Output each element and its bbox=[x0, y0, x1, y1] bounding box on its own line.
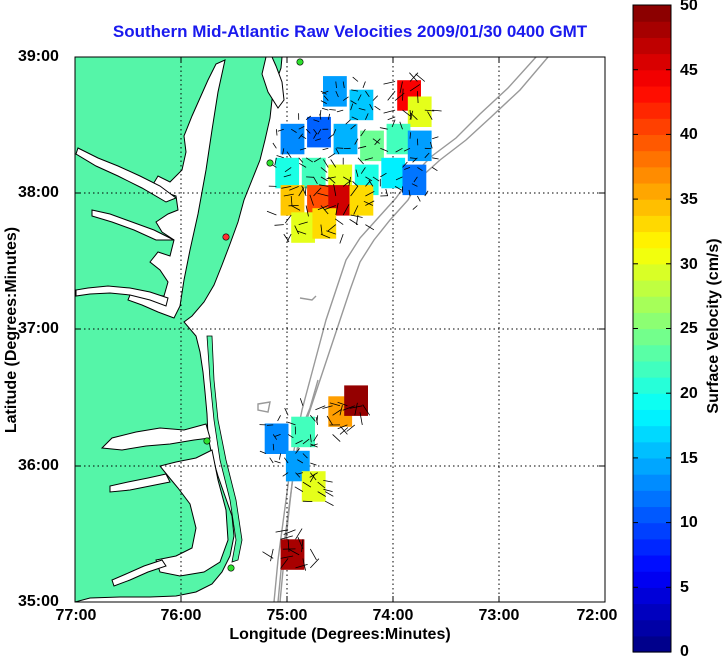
colorbar-segment bbox=[633, 264, 671, 281]
colorbar-segment bbox=[633, 231, 671, 248]
velocity-cell bbox=[350, 185, 374, 216]
colorbar-segment bbox=[633, 199, 671, 216]
station-marker bbox=[228, 565, 234, 571]
colorbar-label: Surface Velocity (cm/s) bbox=[705, 238, 723, 413]
y-tick-label: 37:00 bbox=[18, 320, 59, 338]
colorbar-tick-label: 30 bbox=[680, 256, 698, 274]
colorbar-tick-label: 25 bbox=[680, 320, 698, 338]
colorbar-tick-label: 0 bbox=[680, 643, 689, 661]
colorbar-tick-label: 5 bbox=[680, 579, 689, 597]
colorbar-segment bbox=[633, 183, 671, 200]
colorbar-segment bbox=[633, 102, 671, 119]
colorbar-segment bbox=[633, 329, 671, 346]
y-tick-label: 39:00 bbox=[18, 48, 59, 66]
velocity-cell bbox=[265, 424, 289, 455]
colorbar-segment bbox=[633, 506, 671, 523]
colorbar-segment bbox=[633, 86, 671, 103]
colorbar-segment bbox=[633, 70, 671, 87]
velocity-cell bbox=[334, 124, 358, 155]
x-axis-label: Longitude (Degrees:Minutes) bbox=[190, 626, 490, 644]
colorbar-segment bbox=[633, 620, 671, 637]
colorbar bbox=[633, 5, 671, 653]
velocity-cell bbox=[323, 76, 347, 107]
y-tick-label: 36:00 bbox=[18, 457, 59, 475]
y-tick-label: 38:00 bbox=[18, 184, 59, 202]
colorbar-segment bbox=[633, 426, 671, 443]
colorbar-segment bbox=[633, 442, 671, 459]
colorbar-segment bbox=[633, 296, 671, 313]
velocity-cell bbox=[381, 158, 405, 189]
velocity-cell bbox=[302, 158, 326, 189]
colorbar-segment bbox=[633, 151, 671, 168]
colorbar-segment bbox=[633, 555, 671, 572]
colorbar-segment bbox=[633, 474, 671, 491]
vector-arrow bbox=[267, 425, 273, 426]
velocity-cell bbox=[281, 185, 305, 216]
colorbar-segment bbox=[633, 393, 671, 410]
colorbar-segment bbox=[633, 280, 671, 297]
colorbar-segment bbox=[633, 5, 671, 22]
x-tick-label: 76:00 bbox=[151, 607, 211, 625]
colorbar-segment bbox=[633, 409, 671, 426]
y-axis-label: Latitude (Degrees:Minutes) bbox=[3, 227, 21, 433]
x-tick-label: 72:00 bbox=[567, 607, 627, 625]
velocity-cell bbox=[344, 385, 368, 416]
station-marker bbox=[223, 234, 229, 240]
colorbar-segment bbox=[633, 54, 671, 71]
y-tick-label: 35:00 bbox=[18, 593, 59, 611]
colorbar-segment bbox=[633, 37, 671, 54]
x-tick-label: 73:00 bbox=[469, 607, 529, 625]
colorbar-segment bbox=[633, 248, 671, 265]
colorbar-segment bbox=[633, 167, 671, 184]
colorbar-segment bbox=[633, 21, 671, 38]
colorbar-segment bbox=[633, 312, 671, 329]
colorbar-segment bbox=[633, 215, 671, 232]
colorbar-segment bbox=[633, 345, 671, 362]
colorbar-segment bbox=[633, 587, 671, 604]
x-tick-label: 75:00 bbox=[257, 607, 317, 625]
velocity-cell bbox=[408, 131, 432, 162]
colorbar-segment bbox=[633, 377, 671, 394]
colorbar-tick-label: 15 bbox=[680, 450, 698, 468]
colorbar-segment bbox=[633, 458, 671, 475]
colorbar-segment bbox=[633, 523, 671, 540]
station-marker bbox=[204, 438, 210, 444]
colorbar-segment bbox=[633, 134, 671, 151]
colorbar-tick-label: 40 bbox=[680, 126, 698, 144]
station-marker bbox=[267, 160, 273, 166]
velocity-cell bbox=[360, 131, 384, 162]
colorbar-tick-label: 10 bbox=[680, 514, 698, 532]
colorbar-segment bbox=[633, 539, 671, 556]
colorbar-segment bbox=[633, 636, 671, 653]
velocity-cell bbox=[291, 212, 315, 243]
colorbar-tick-label: 45 bbox=[680, 62, 698, 80]
colorbar-segment bbox=[633, 603, 671, 620]
colorbar-segment bbox=[633, 361, 671, 378]
velocity-cell bbox=[291, 417, 315, 448]
station-marker bbox=[297, 59, 303, 65]
colorbar-segment bbox=[633, 118, 671, 135]
colorbar-tick-label: 20 bbox=[680, 385, 698, 403]
velocity-cell bbox=[312, 208, 336, 239]
velocity-cell bbox=[275, 158, 299, 189]
colorbar-segment bbox=[633, 490, 671, 507]
colorbar-tick-label: 50 bbox=[680, 0, 698, 15]
x-tick-label: 74:00 bbox=[363, 607, 423, 625]
colorbar-segment bbox=[633, 571, 671, 588]
colorbar-tick-label: 35 bbox=[680, 191, 698, 209]
